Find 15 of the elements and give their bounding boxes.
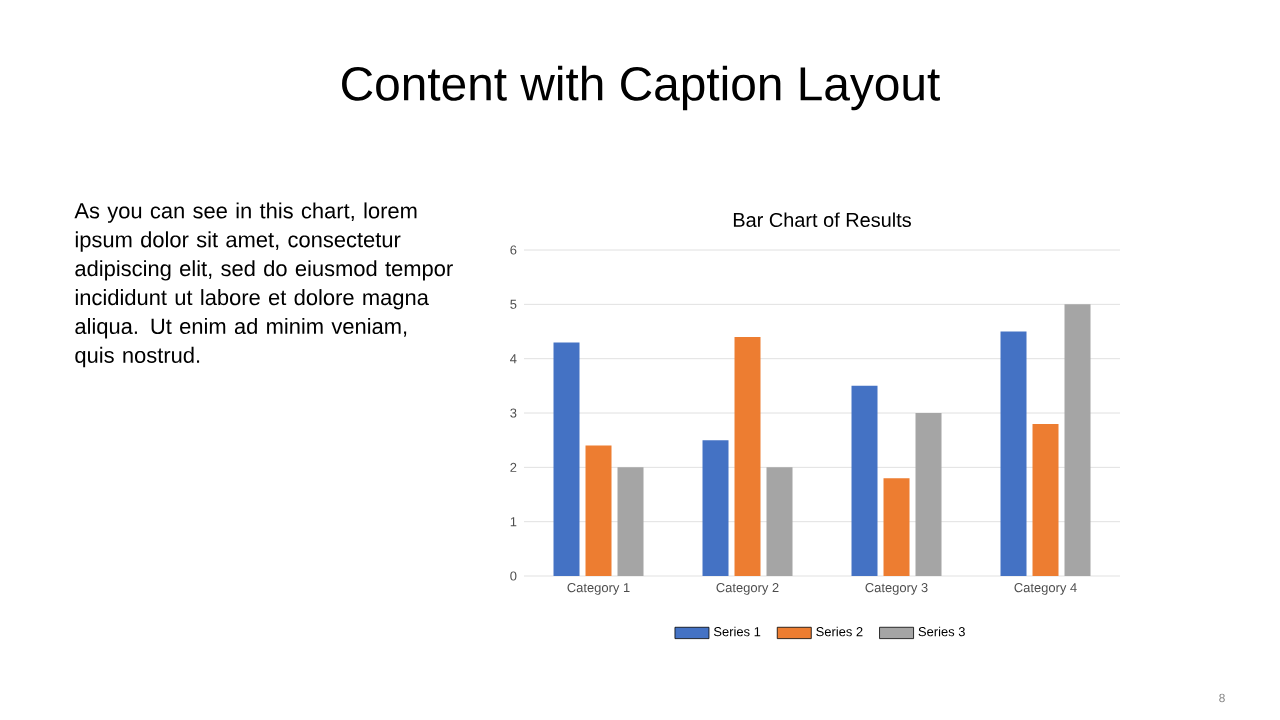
text: As you can see in this chart, lorem ipsum dolor sit amet, consectetur adipiscing elit, sed do eiusmod tempor incididunt ut labore et dolore magna aliqua. Ut enim ad minim veniam, quis nostrud.	[74, 202, 453, 368]
text: Content with Caption Layout	[342, 65, 940, 111]
bar	[702, 440, 729, 577]
bar	[585, 445, 612, 577]
bar	[553, 342, 580, 577]
bar	[734, 336, 761, 577]
bar	[915, 413, 942, 577]
bar	[617, 467, 644, 577]
bar	[1000, 331, 1027, 577]
bar	[851, 385, 878, 577]
chart-title: Bar Chart of Results	[733, 212, 911, 228]
bar	[766, 467, 793, 577]
bar	[883, 478, 910, 577]
bar	[1032, 423, 1059, 577]
bar	[1064, 304, 1091, 577]
